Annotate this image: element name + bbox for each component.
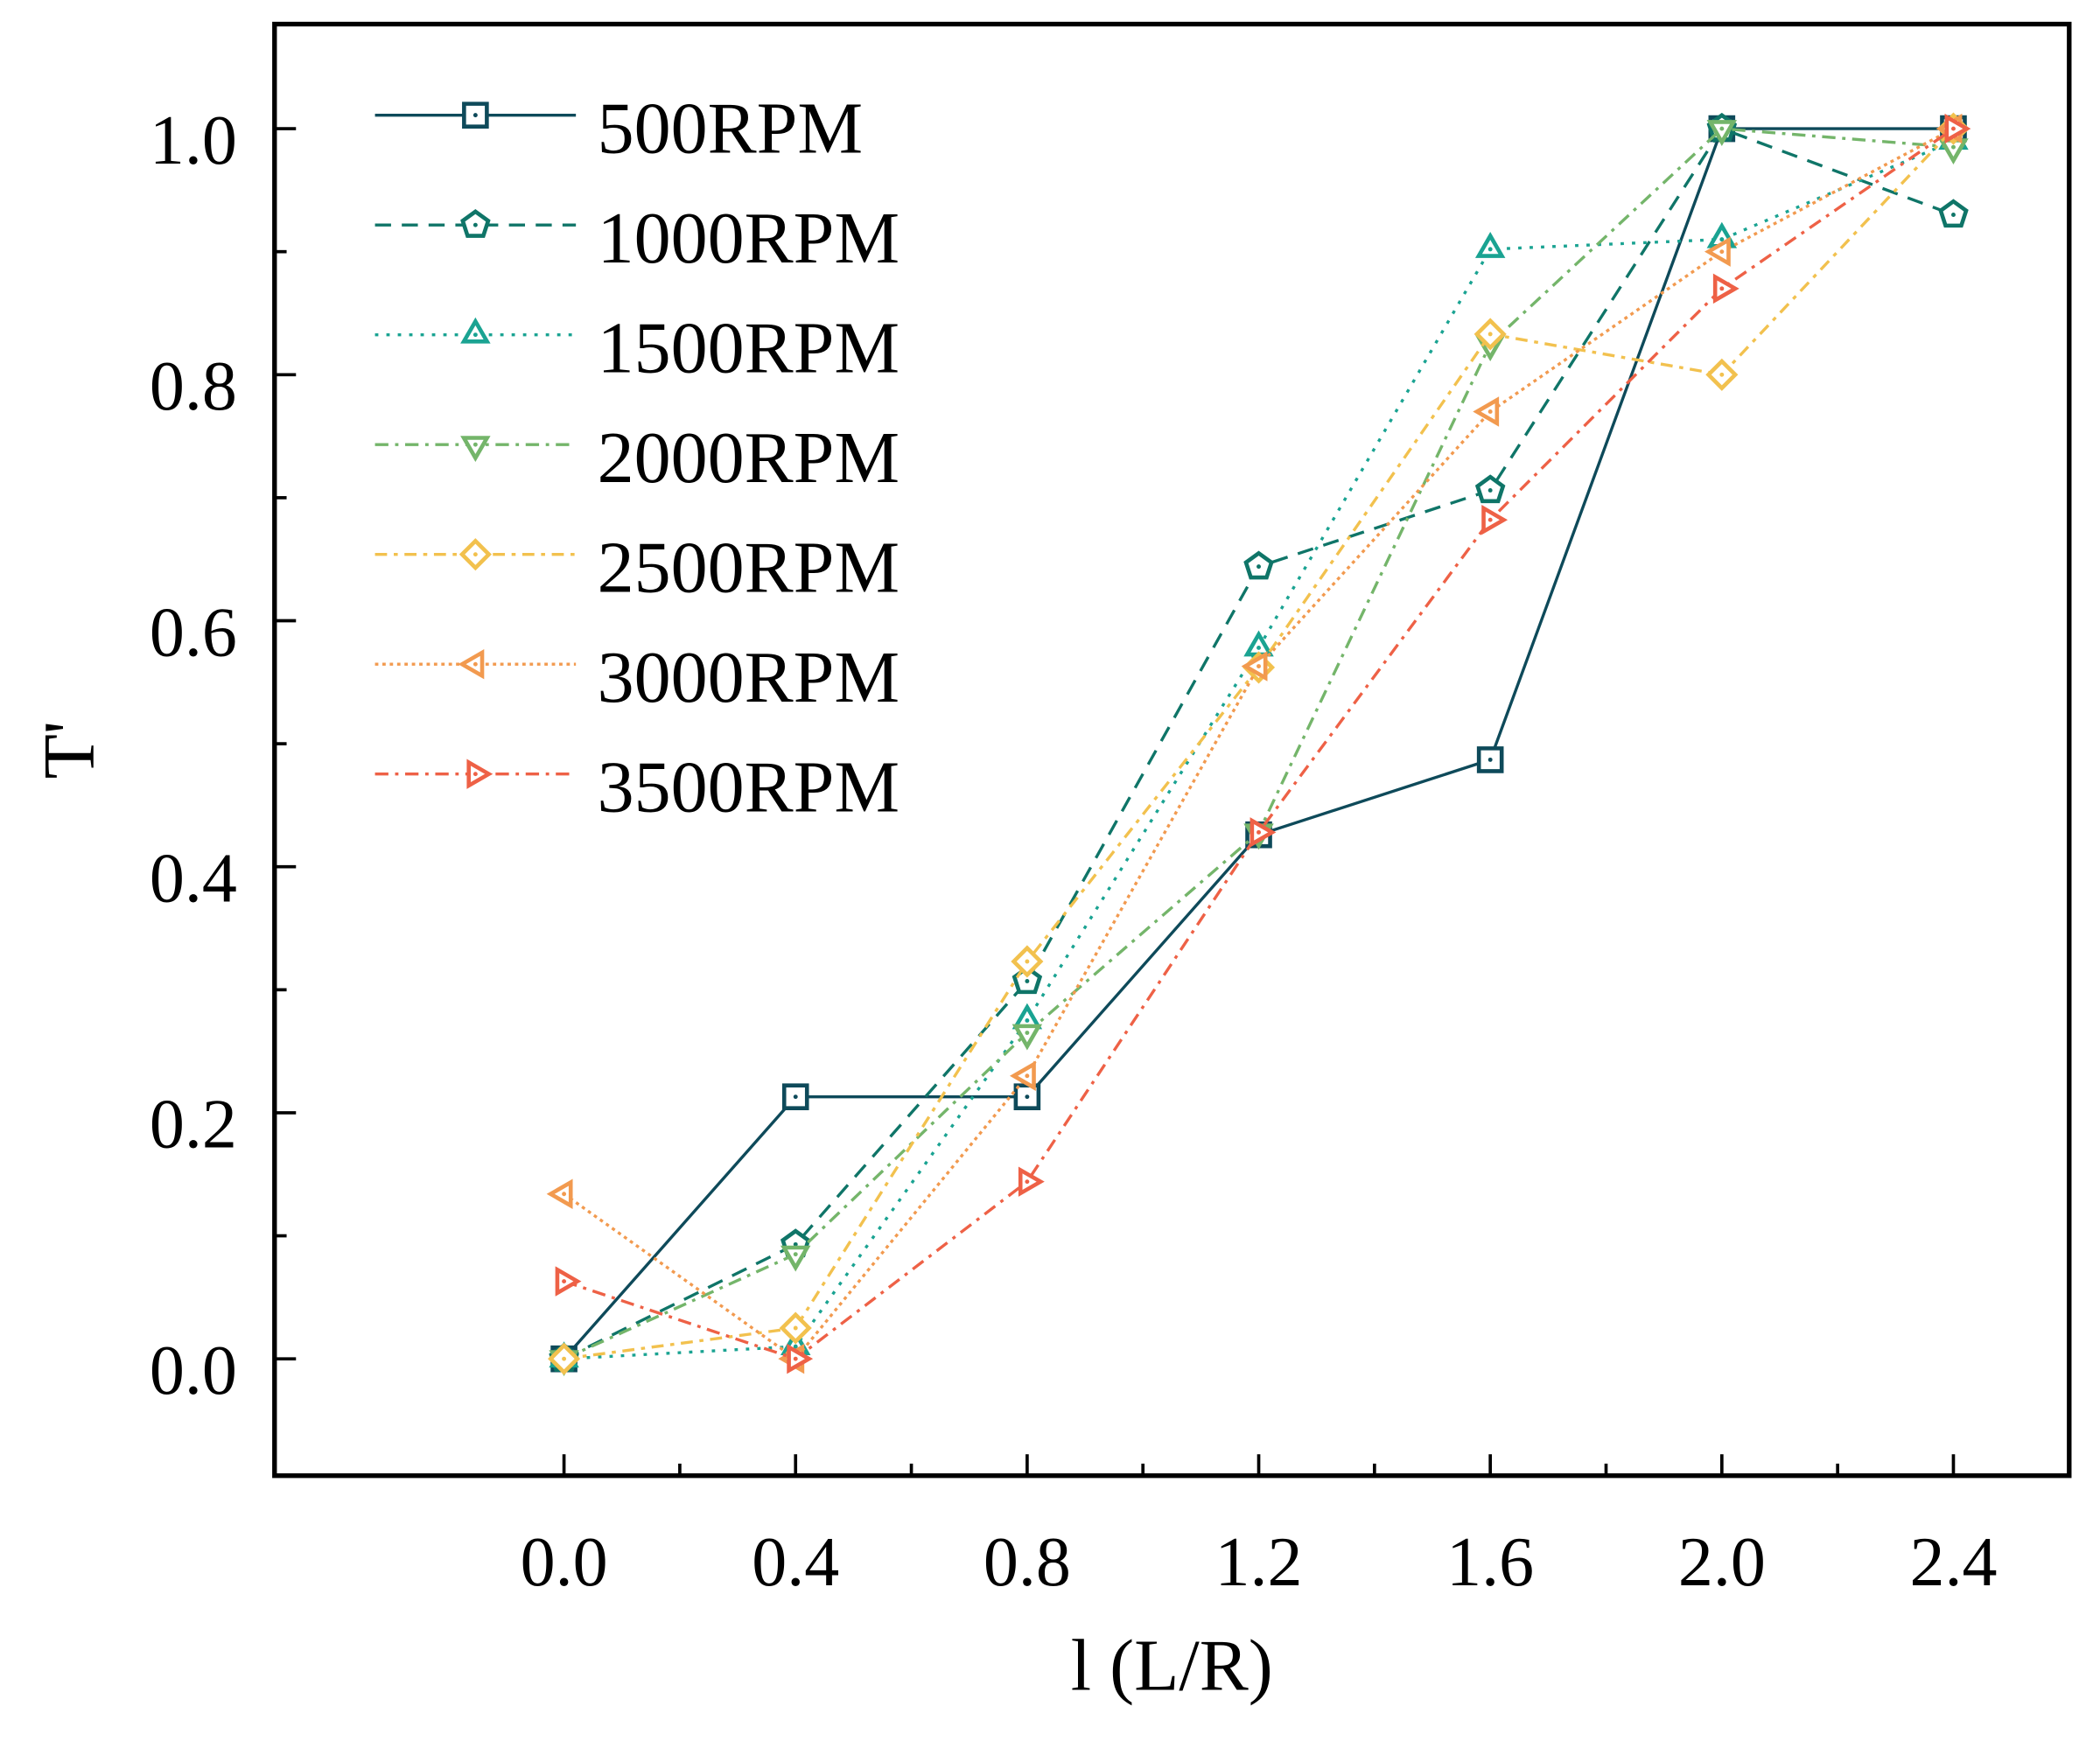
data-point-center <box>562 1356 567 1361</box>
data-point-center <box>793 1241 798 1247</box>
data-point-center <box>793 1344 798 1349</box>
data-point-center <box>1951 126 1956 131</box>
data-point-center <box>1719 372 1725 377</box>
x-tick-label: 0.0 <box>521 1524 608 1601</box>
data-point-center <box>793 1356 798 1361</box>
data-point <box>546 1178 573 1209</box>
data-point <box>1241 651 1268 682</box>
y-tick-label: 0.2 <box>150 1087 237 1164</box>
legend-label: 2500RPM <box>598 528 900 609</box>
data-point <box>780 1245 811 1272</box>
y-tick-label: 1.0 <box>150 102 237 179</box>
data-point <box>1474 231 1506 258</box>
data-point-center <box>1719 237 1725 242</box>
legend-marker-center <box>472 442 478 447</box>
legend-item: 2500RPM <box>374 528 900 609</box>
data-point <box>1481 504 1508 535</box>
data-point <box>1473 396 1500 427</box>
data-point <box>1944 113 1971 144</box>
x-tick-label: 0.4 <box>752 1524 839 1601</box>
legend-item: 2000RPM <box>374 417 900 499</box>
data-point-center <box>1488 332 1493 337</box>
legend-label: 1500RPM <box>598 308 900 389</box>
data-point-center <box>1025 1018 1030 1023</box>
data-point-center <box>1256 645 1261 650</box>
series-2500RPM <box>548 112 1970 1375</box>
legend-label: 3500RPM <box>598 747 900 829</box>
legend-label: 2000RPM <box>598 417 900 499</box>
data-point-center <box>1025 1179 1030 1185</box>
x-tick-label: 2.0 <box>1678 1524 1766 1601</box>
data-point-center <box>1719 249 1725 255</box>
legend-marker <box>458 648 485 680</box>
data-point-center <box>1719 126 1725 131</box>
data-point-center <box>1488 409 1493 414</box>
x-tick-label: 1.2 <box>1215 1524 1303 1601</box>
data-point <box>1009 1060 1036 1091</box>
series-3500RPM <box>555 113 1971 1374</box>
legend-label: 1000RPM <box>598 198 900 279</box>
data-point <box>555 1266 582 1297</box>
y-tick-label: 0.6 <box>150 594 237 671</box>
y-tick-label: 0.0 <box>150 1332 237 1409</box>
data-point-center <box>1256 829 1261 835</box>
data-point-center <box>793 1325 798 1331</box>
data-point-center <box>1719 286 1725 291</box>
data-point-center <box>562 1279 567 1284</box>
legend-marker-center <box>472 332 478 338</box>
legend-marker-center <box>472 552 478 557</box>
x-tick-label: 0.8 <box>984 1524 1071 1601</box>
y-tick-label: 0.4 <box>150 841 237 918</box>
data-point-center <box>793 1252 798 1257</box>
data-point-center <box>1488 517 1493 522</box>
legend-item: 3000RPM <box>374 637 900 718</box>
series-1000RPM <box>549 112 1969 1372</box>
legend-item: 3500RPM <box>374 747 900 829</box>
x-tick-label: 2.4 <box>1909 1524 1997 1601</box>
plot-frame <box>272 21 2072 1479</box>
series-500RPM <box>550 115 1967 1373</box>
series-3000RPM <box>546 113 1963 1374</box>
legend-item: 1500RPM <box>374 308 900 389</box>
legend-marker <box>460 317 491 344</box>
data-point-center <box>793 1094 798 1100</box>
legend-marker-center <box>472 113 478 118</box>
data-point-center <box>1025 959 1030 964</box>
legend-item: 500RPM <box>374 87 863 169</box>
data-point-center <box>1025 1094 1030 1100</box>
legend-label: 3000RPM <box>598 637 900 718</box>
legend-marker-center <box>472 222 478 227</box>
x-tick-label: 1.6 <box>1446 1524 1534 1601</box>
data-point <box>1704 236 1731 267</box>
legend-marker-center <box>472 772 478 777</box>
data-point-center <box>1488 247 1493 252</box>
data-point <box>1012 1024 1043 1051</box>
data-point <box>787 1343 814 1374</box>
legend-label: 500RPM <box>598 87 863 169</box>
data-point-center <box>1025 1031 1030 1035</box>
data-point-center <box>1488 757 1493 762</box>
data-point-center <box>1025 979 1030 983</box>
data-point-center <box>1488 488 1493 493</box>
y-tick-label: 0.8 <box>150 348 237 425</box>
data-point-center <box>1256 564 1261 570</box>
y-axis-label: T' <box>29 721 110 779</box>
data-point-center <box>1025 1073 1030 1079</box>
data-point <box>1706 120 1738 146</box>
legend-item: 1000RPM <box>374 198 900 279</box>
data-point <box>1712 273 1740 304</box>
x-axis-label: l (L/R) <box>1071 1626 1273 1707</box>
legend-marker <box>460 436 491 463</box>
data-point-center <box>1951 144 1956 150</box>
data-point-center <box>1951 213 1956 217</box>
legend-marker <box>466 759 494 789</box>
data-point-center <box>562 1192 567 1197</box>
legend-marker-center <box>472 661 478 667</box>
data-point <box>1250 817 1277 848</box>
data-point-center <box>1256 664 1261 668</box>
data-point <box>1018 1166 1045 1197</box>
legend: 500RPM 1000RPM 1500RPM 2000RPM 2500RPM 3000RP… <box>374 87 900 829</box>
